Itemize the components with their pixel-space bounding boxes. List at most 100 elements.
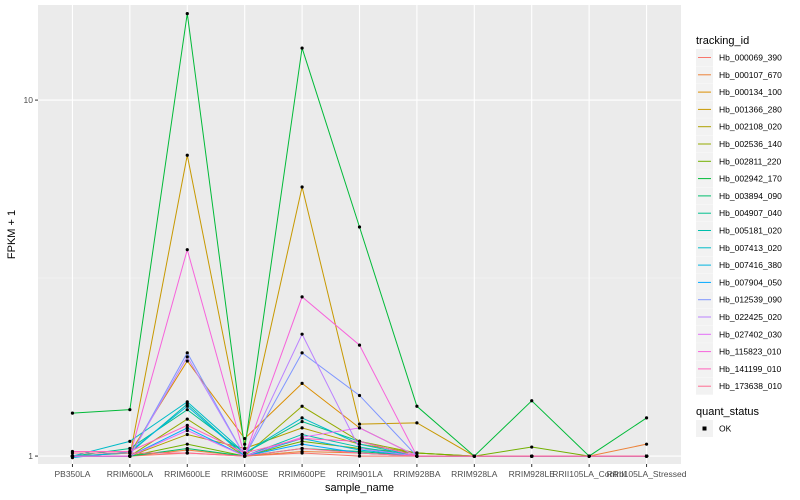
- data-point: [300, 381, 304, 386]
- data-point: [300, 416, 304, 420]
- data-point: [185, 451, 189, 455]
- legend-label: Hb_027402_030: [719, 329, 782, 339]
- x-tick-label: RRIM901LA: [336, 469, 383, 479]
- data-point: [472, 454, 476, 458]
- data-point: [357, 426, 362, 430]
- data-point: [300, 442, 304, 446]
- x-tick-label: RRIM600PE: [278, 469, 326, 479]
- data-point: [128, 451, 132, 455]
- data-point: [357, 422, 362, 426]
- data-point: [185, 11, 189, 16]
- x-tick-label: RRIM928BA: [393, 469, 441, 479]
- data-point: [357, 343, 362, 347]
- data-point: [70, 454, 75, 458]
- legend-title: tracking_id: [696, 35, 749, 47]
- data-point: [644, 442, 649, 446]
- legend: tracking_id Hb_000069_390 Hb_000107_670 Hb…: [696, 35, 782, 395]
- data-point: [243, 442, 247, 446]
- data-point: [357, 442, 362, 446]
- data-point: [243, 436, 247, 441]
- legend-label: Hb_001366_280: [719, 104, 782, 114]
- legend-label: Hb_002942_170: [719, 174, 782, 184]
- data-point: [415, 421, 419, 425]
- data-point: [300, 332, 304, 336]
- y-axis-title: FPKM + 1: [6, 210, 18, 259]
- data-point: [300, 446, 304, 451]
- legend-label: Hb_002108_020: [719, 122, 782, 132]
- data-point: [185, 417, 189, 421]
- data-point: [530, 445, 534, 449]
- legend-label: Hb_002536_140: [719, 139, 782, 149]
- quant-status-legend: quant_status OK: [696, 406, 759, 437]
- data-point: [357, 451, 362, 455]
- data-point: [70, 451, 75, 455]
- data-point: [300, 426, 304, 430]
- legend-label: Hb_002811_220: [719, 156, 782, 166]
- legend-label: Hb_003894_090: [719, 191, 782, 201]
- data-point: [300, 46, 304, 50]
- axes: 1 10 PB350LA RRIM600LA RRIM600LE RRIM600SE RRI…: [24, 95, 687, 479]
- legend-label: Hb_022425_020: [719, 312, 782, 322]
- x-axis-title: sample_name: [325, 482, 394, 494]
- data-point: [357, 393, 362, 398]
- data-point: [300, 419, 304, 424]
- data-point: [185, 355, 189, 359]
- legend-label: Hb_007416_380: [719, 260, 782, 270]
- data-point: [300, 404, 304, 408]
- data-point: [243, 451, 247, 455]
- data-point: [300, 449, 304, 454]
- quant-status-legend-title: quant_status: [696, 406, 759, 418]
- series-layer: [70, 11, 649, 460]
- data-point: [300, 185, 304, 189]
- y-tick-label: 1: [28, 451, 33, 461]
- legend-label: Hb_000107_670: [719, 70, 782, 80]
- data-point: [128, 439, 132, 443]
- legend-label: Hb_000134_100: [719, 87, 782, 97]
- y-tick-label: 10: [24, 95, 34, 105]
- data-point: [530, 454, 534, 458]
- data-point: [243, 454, 247, 458]
- data-point: [185, 400, 189, 404]
- data-point: [357, 439, 362, 443]
- x-tick-label: RRIM600LA: [107, 469, 154, 479]
- data-point: [185, 446, 189, 451]
- data-point: [530, 399, 534, 403]
- data-point: [185, 402, 189, 406]
- data-point: [415, 451, 419, 455]
- data-point: [185, 442, 189, 446]
- quant-status-marker: [702, 426, 707, 431]
- data-point: [185, 426, 189, 430]
- data-point: [185, 153, 189, 157]
- legend-label: Hb_012539_090: [719, 295, 782, 305]
- data-point: [415, 454, 419, 458]
- data-point: [300, 351, 304, 355]
- data-point: [185, 248, 189, 252]
- legend-label: Hb_005181_020: [719, 226, 782, 236]
- legend-label: Hb_000069_390: [719, 53, 782, 63]
- data-point: [185, 423, 189, 427]
- data-point: [644, 416, 649, 420]
- data-point: [185, 408, 189, 412]
- legend-label: Hb_004907_040: [719, 208, 782, 218]
- legend-label: Hb_007413_020: [719, 243, 782, 253]
- data-point: [128, 454, 132, 458]
- data-point: [300, 439, 304, 443]
- quant-status-label: OK: [719, 424, 732, 434]
- legend-label: Hb_173638_010: [719, 381, 782, 391]
- legend-label: Hb_007904_050: [719, 277, 782, 287]
- data-point: [185, 359, 189, 363]
- data-point: [357, 454, 362, 458]
- data-point: [185, 428, 189, 433]
- data-point: [300, 295, 304, 299]
- data-point: [128, 446, 132, 451]
- x-tick-label: RRIM928LA: [451, 469, 498, 479]
- data-point: [185, 351, 189, 355]
- data-point: [357, 446, 362, 451]
- data-point: [70, 411, 75, 415]
- data-point: [644, 454, 649, 458]
- data-point: [357, 225, 362, 229]
- x-tick-label: PB350LA: [54, 469, 90, 479]
- data-point: [587, 454, 591, 458]
- data-point: [415, 404, 419, 408]
